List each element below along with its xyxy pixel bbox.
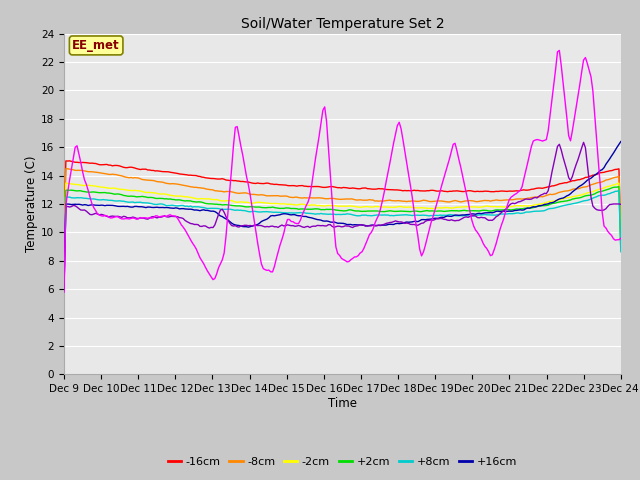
X-axis label: Time: Time [328,397,357,410]
Title: Soil/Water Temperature Set 2: Soil/Water Temperature Set 2 [241,17,444,31]
Y-axis label: Temperature (C): Temperature (C) [25,156,38,252]
Text: EE_met: EE_met [72,39,120,52]
